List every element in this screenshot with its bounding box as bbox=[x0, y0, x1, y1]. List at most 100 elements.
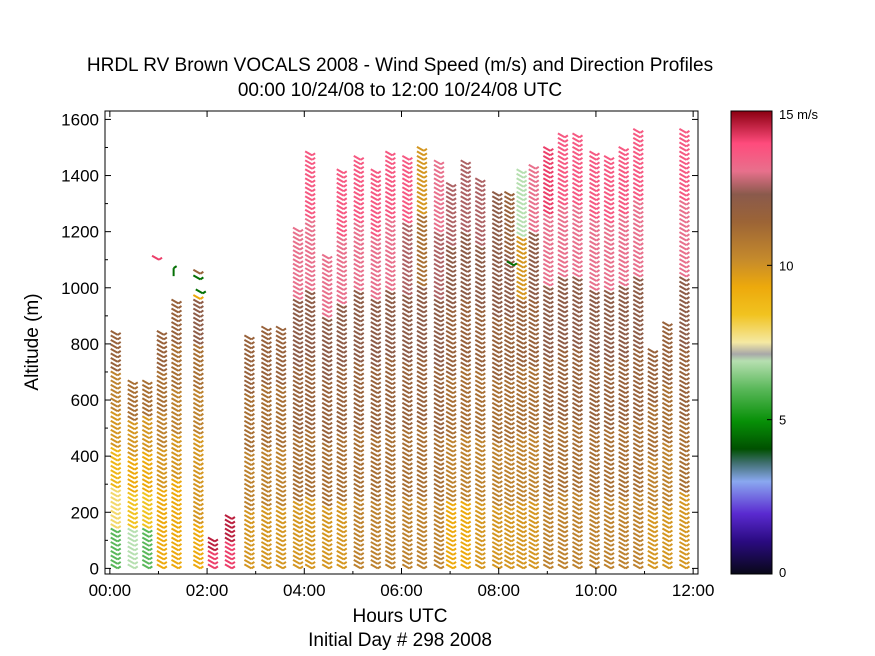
wind-barb bbox=[336, 383, 345, 390]
wind-barb bbox=[304, 181, 313, 188]
wind-barb-flag bbox=[231, 543, 236, 547]
wind-barb bbox=[618, 424, 627, 431]
wind-barb-flag bbox=[549, 323, 554, 327]
wind-barb bbox=[603, 487, 612, 493]
wind-barb bbox=[588, 298, 597, 305]
wind-barb bbox=[503, 433, 512, 440]
wind-barb-flag bbox=[510, 421, 515, 426]
wind-barb-flag bbox=[299, 399, 304, 404]
wind-barb-flag bbox=[578, 148, 584, 152]
wind-barb bbox=[321, 446, 330, 453]
wind-barb-flag bbox=[231, 565, 236, 570]
wind-barb-flag bbox=[549, 197, 554, 202]
wind-barb bbox=[192, 559, 201, 565]
wind-barb-flag bbox=[595, 516, 601, 520]
wind-barb bbox=[588, 177, 597, 184]
wind-barb-flag bbox=[377, 192, 382, 197]
wind-barb-flag bbox=[408, 457, 413, 462]
wind-barb bbox=[321, 312, 330, 318]
wind-barb-flag bbox=[578, 179, 584, 184]
wind-barb bbox=[170, 536, 179, 543]
wind-barb-flag bbox=[250, 376, 255, 381]
wind-barb-flag bbox=[467, 291, 472, 296]
wind-barb bbox=[224, 563, 233, 570]
wind-barb bbox=[156, 397, 165, 404]
wind-barb-flag bbox=[408, 444, 413, 448]
wind-barb bbox=[353, 370, 362, 377]
wind-barb-flag bbox=[377, 376, 382, 381]
wind-barb bbox=[557, 168, 566, 175]
wind-barb-flag bbox=[391, 260, 396, 264]
wind-barb-flag bbox=[595, 363, 601, 368]
wind-barb-flag bbox=[408, 516, 413, 520]
wind-barb bbox=[433, 415, 442, 422]
wind-barb bbox=[370, 235, 379, 242]
wind-barb-flag bbox=[595, 332, 601, 336]
wind-barb bbox=[474, 541, 483, 547]
wind-barb-flag bbox=[391, 359, 396, 363]
wind-barb-flag bbox=[177, 385, 183, 390]
wind-barb bbox=[336, 285, 345, 291]
wind-barb bbox=[243, 563, 252, 570]
wind-barb-flag bbox=[214, 538, 219, 543]
wind-barb-flag bbox=[564, 179, 569, 184]
wind-barb bbox=[588, 231, 597, 238]
wind-barb-flag bbox=[134, 565, 139, 570]
wind-barb bbox=[370, 312, 379, 318]
wind-barb-flag bbox=[549, 421, 554, 426]
wind-barb-flag bbox=[408, 170, 413, 175]
wind-barb-flag bbox=[267, 489, 272, 493]
wind-barb-flag bbox=[231, 516, 236, 520]
wind-barb-flag bbox=[564, 278, 569, 282]
wind-barb bbox=[491, 554, 500, 561]
wind-barb bbox=[460, 352, 469, 359]
wind-barb bbox=[516, 195, 525, 202]
wind-barb bbox=[304, 343, 313, 350]
wind-barb-flag bbox=[498, 287, 503, 291]
wind-barb-flag bbox=[134, 381, 139, 386]
wind-barb-flag bbox=[498, 511, 503, 516]
wind-barb bbox=[192, 352, 201, 359]
wind-barb bbox=[292, 285, 301, 291]
wind-barb-flag bbox=[564, 134, 569, 139]
wind-barb bbox=[243, 527, 252, 534]
wind-barb-flag bbox=[311, 354, 316, 359]
wind-barb bbox=[353, 473, 362, 480]
wind-barb bbox=[491, 334, 500, 341]
wind-barb bbox=[353, 451, 362, 458]
wind-barb bbox=[304, 253, 313, 260]
wind-barb-flag bbox=[523, 336, 528, 341]
wind-barb bbox=[491, 437, 500, 444]
wind-barb bbox=[384, 343, 393, 350]
wind-barb bbox=[170, 352, 179, 359]
wind-barb bbox=[557, 451, 566, 458]
wind-barb-flag bbox=[467, 251, 472, 255]
wind-barb-flag bbox=[360, 251, 365, 255]
wind-barb-flag bbox=[625, 552, 630, 556]
wind-barb bbox=[321, 527, 330, 534]
wind-barb bbox=[370, 262, 379, 269]
wind-barb bbox=[516, 415, 525, 422]
wind-barb bbox=[542, 491, 551, 498]
wind-barb bbox=[571, 271, 580, 278]
wind-barb bbox=[275, 487, 284, 493]
wind-barb bbox=[491, 258, 500, 264]
wind-barb bbox=[503, 321, 512, 327]
wind-barb-flag bbox=[148, 538, 153, 543]
wind-barb-flag bbox=[328, 260, 333, 264]
wind-barb-flag bbox=[523, 327, 528, 332]
wind-barb bbox=[401, 428, 410, 435]
wind-barb-flag bbox=[452, 444, 457, 448]
wind-barb-flag bbox=[377, 385, 382, 390]
wind-barb-flag bbox=[423, 264, 428, 269]
wind-barb-flag bbox=[523, 332, 528, 336]
wind-barb bbox=[370, 401, 379, 408]
wind-barb bbox=[243, 410, 252, 417]
wind-barb bbox=[557, 532, 566, 538]
wind-barb-flag bbox=[282, 430, 287, 435]
wind-barb bbox=[603, 496, 612, 502]
wind-barb-flag bbox=[177, 300, 183, 305]
wind-barb-flag bbox=[343, 318, 348, 323]
wind-barb-flag bbox=[510, 525, 515, 529]
wind-barb bbox=[370, 437, 379, 444]
